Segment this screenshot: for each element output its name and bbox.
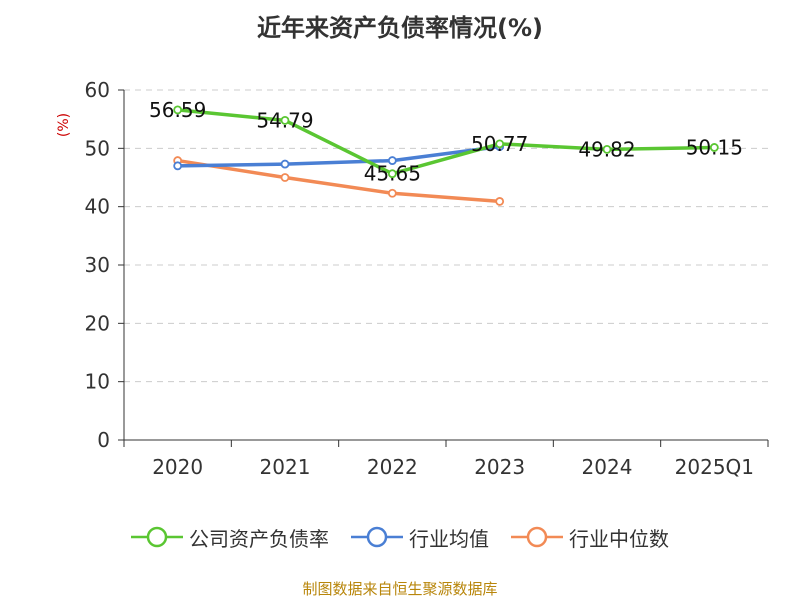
data-label-2024: 49.82	[578, 137, 635, 161]
data-point-0-5	[709, 143, 719, 152]
data-point-0-0	[173, 105, 183, 115]
data-label-2020: 56.59	[149, 98, 206, 122]
data-labels: 56.59 54.79 45.65 50.77 49.82 50.15	[149, 98, 743, 186]
legend-marker-circle	[366, 526, 388, 548]
series-lines	[173, 105, 719, 206]
x-tick-label-2022: 2022	[367, 455, 418, 479]
data-label-2025Q1: 50.15	[686, 135, 743, 159]
legend-marker-circle	[146, 526, 168, 548]
legend-marker-icon	[351, 526, 403, 548]
series-line-2	[177, 158, 500, 204]
data-label-2023: 50.77	[471, 132, 528, 156]
data-point-2-1	[280, 173, 290, 182]
legend-label: 行业中位数	[569, 526, 669, 551]
legend-marker-icon	[131, 526, 183, 548]
source-note: 制图数据来自恒生聚源数据库	[302, 580, 498, 598]
data-point-2-3	[495, 197, 505, 206]
x-tick-label-2020: 2020	[152, 455, 203, 479]
data-point-0-4	[602, 144, 612, 154]
legend: 公司资产负债率 行业均值 行业中位数	[0, 520, 800, 554]
legend-item-2[interactable]: 行业中位数	[511, 523, 669, 552]
data-label-2021: 54.79	[256, 108, 313, 132]
y-tick-label-30: 30	[85, 253, 110, 277]
y-axis-unit-label: (%)	[56, 113, 72, 137]
y-tick-label-10: 10	[85, 370, 110, 394]
data-point-2-2	[387, 188, 397, 198]
data-point-0-2	[387, 169, 397, 179]
y-tick-label-50: 50	[85, 136, 110, 160]
chart-title: 近年来资产负债率情况(%)	[257, 14, 543, 42]
x-tick-label-2021: 2021	[260, 455, 311, 479]
data-point-0-3	[495, 139, 505, 149]
series-line-1	[177, 144, 500, 168]
y-tick-label-0: 0	[97, 428, 110, 452]
legend-marker-circle	[526, 526, 548, 548]
data-point-1-1	[280, 159, 290, 169]
legend-item-0[interactable]: 公司资产负债率	[131, 523, 329, 552]
x-tick-label-2024: 2024	[582, 455, 633, 479]
x-tick-label-2023: 2023	[474, 455, 525, 479]
data-label-2022: 45.65	[364, 162, 421, 186]
legend-label: 公司资产负债率	[189, 526, 329, 551]
y-tick-label-20: 20	[85, 311, 110, 335]
series-line-0	[177, 108, 715, 176]
legend-marker-icon	[511, 526, 563, 548]
axes: 0 10 20 30 40 50 60 (%) 2020 2021 2022 2023 2024 2025…	[56, 78, 769, 479]
y-tick-label-60: 60	[85, 78, 110, 102]
data-point-0-1	[280, 115, 290, 125]
grid-lines	[124, 89, 768, 383]
data-point-1-0	[173, 161, 183, 171]
y-tick-label-40: 40	[85, 195, 110, 219]
legend-item-1[interactable]: 行业均值	[351, 523, 489, 552]
legend-label: 行业均值	[409, 526, 489, 551]
data-point-1-2	[387, 156, 397, 165]
x-tick-label-2025Q1: 2025Q1	[675, 455, 754, 479]
